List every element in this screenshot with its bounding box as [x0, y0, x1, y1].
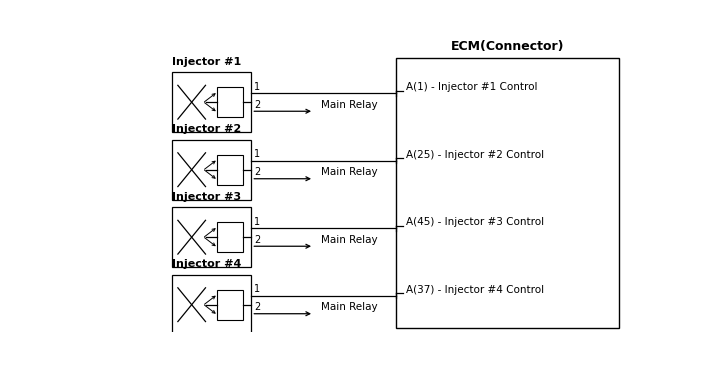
- Text: A(45) - Injector #3 Control: A(45) - Injector #3 Control: [406, 217, 543, 227]
- Bar: [217, 87, 243, 117]
- Bar: [172, 275, 252, 335]
- Text: Main Relay: Main Relay: [321, 100, 378, 110]
- Text: 1: 1: [254, 82, 260, 92]
- Text: A(25) - Injector #2 Control: A(25) - Injector #2 Control: [406, 150, 543, 160]
- Bar: [172, 140, 252, 200]
- Text: A(1) - Injector #1 Control: A(1) - Injector #1 Control: [406, 82, 537, 92]
- Text: 2: 2: [254, 302, 260, 312]
- Bar: [217, 155, 243, 185]
- Text: 2: 2: [254, 235, 260, 245]
- Text: 1: 1: [254, 217, 260, 227]
- Text: Main Relay: Main Relay: [321, 235, 378, 245]
- Text: 1: 1: [254, 284, 260, 294]
- Bar: [172, 72, 252, 132]
- Text: Main Relay: Main Relay: [321, 302, 378, 312]
- Bar: [172, 207, 252, 267]
- Text: Injector #4: Injector #4: [172, 259, 242, 269]
- Text: Injector #2: Injector #2: [172, 124, 242, 134]
- Bar: [217, 222, 243, 252]
- Text: ECM(Connector): ECM(Connector): [451, 40, 564, 53]
- Text: Injector #1: Injector #1: [172, 57, 242, 67]
- Text: Injector #3: Injector #3: [172, 192, 241, 202]
- Text: 2: 2: [254, 167, 260, 177]
- Text: Main Relay: Main Relay: [321, 167, 378, 177]
- Bar: [396, 58, 619, 327]
- Text: 2: 2: [254, 100, 260, 110]
- Text: A(37) - Injector #4 Control: A(37) - Injector #4 Control: [406, 285, 543, 295]
- Bar: [217, 289, 243, 320]
- Text: 1: 1: [254, 149, 260, 159]
